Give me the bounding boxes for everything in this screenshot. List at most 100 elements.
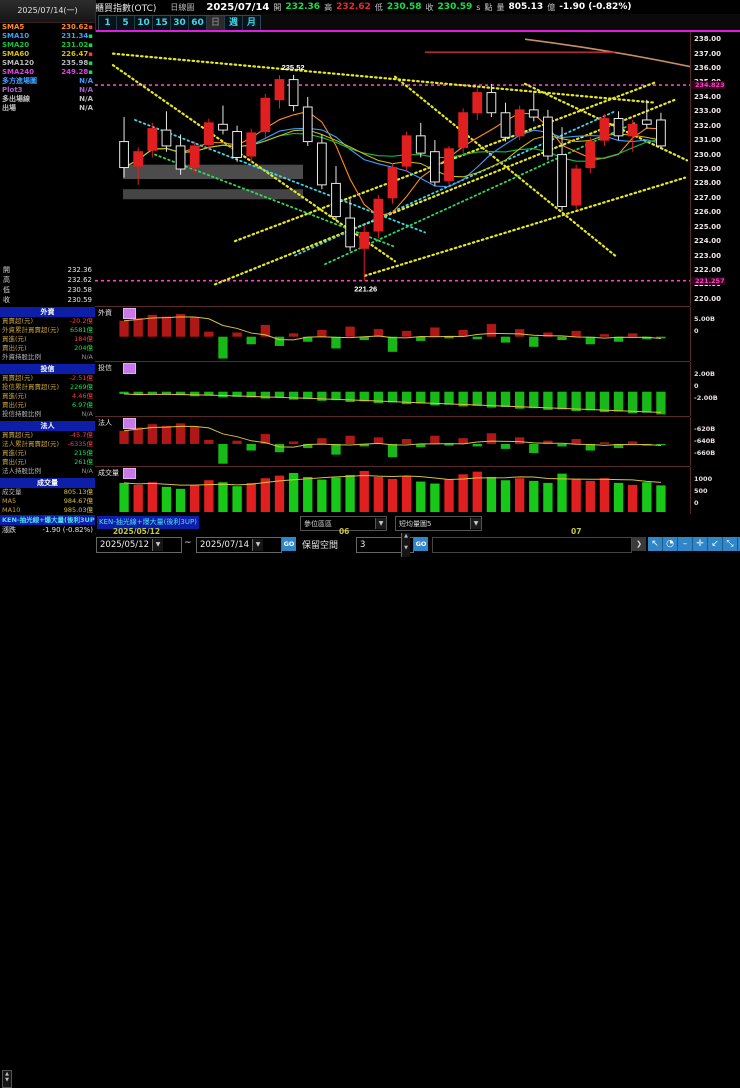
panel-axis-外資: 5.00B 0 [690,307,740,361]
low-label: 低 [374,2,383,12]
combo-region-select[interactable]: 參位區區 ▼ [300,516,387,531]
section-value: 6.97億 [72,401,93,409]
reserve-space-input[interactable]: 3 ▲ ▼ [356,533,414,557]
panel-axis-label: 2.00B [694,370,715,378]
chart-tool-icons[interactable]: ↖◔–✛↙⤡✎🔔 [648,537,740,551]
section-header-法人: 法人 [0,421,95,431]
section-key: 買進(元) [2,335,27,343]
panel-canvas [119,314,666,359]
section-row: 買賣超(元) -20.2億 [0,317,95,326]
panel-settings-icon[interactable] [123,418,136,429]
section-row: 外資持股比例 N/A [0,353,95,362]
panel-settings-icon[interactable] [123,308,136,319]
indicator-row: 多方進場圖 N/A [0,77,95,86]
spinner-up-icon[interactable]: ▲ [401,533,410,545]
reserve-space-label: 保留空間 [302,541,339,551]
section-row: MA5 984.67億 [0,497,95,506]
timeframe-button-60[interactable]: 60 [189,16,207,30]
cursor-icon[interactable]: ↖ [648,537,663,551]
high-value: 232.62 [336,2,371,12]
section-row: 法人持股比例 N/A [0,467,95,476]
command-field[interactable] [432,537,632,553]
spinner-down-icon[interactable]: ▼ [401,545,410,557]
scroll-spinner[interactable]: ▲ ▼ [2,1070,12,1088]
separator-line [95,30,740,32]
indicator-panel-成交量[interactable]: 成交量 [95,467,690,515]
ohlc-row: 開 232.36 [0,265,95,275]
svg-text:235.52: 235.52 [282,63,305,72]
timeframe-button-30[interactable]: 30 [171,16,189,30]
section-row: 買進(元) 215億 [0,449,95,458]
panel-settings-icon[interactable] [123,468,136,479]
ma-row: SMA240 249.28▪ [0,68,95,77]
section-key: 賣出(元) [2,458,27,466]
section-row: 投信累計買賣超(元) 2269億 [0,383,95,392]
minus-icon[interactable]: – [678,537,693,551]
section-key: 買賣超(元) [2,317,34,325]
panel-axis-成交量: 1000 500 0 [690,467,740,514]
date-from-input[interactable]: 2025/05/12 ▼ [96,537,182,553]
chevron-down-icon[interactable]: ▼ [152,539,163,551]
timeframe-button-5[interactable]: 5 [117,16,135,30]
chevron-down-icon[interactable]: ▼ [252,539,263,551]
date-to-input[interactable]: 2025/07/14 ▼ [196,537,282,553]
section-value: 4.46億 [72,392,93,400]
panel-settings-icon[interactable] [123,363,136,374]
combo-ma-select[interactable]: 短均量圖5 ▼ [395,516,482,531]
go-button-1[interactable]: GO [282,537,296,551]
ma-label: SMA120 [2,59,35,67]
timeframe-button-1[interactable]: 1 [99,16,117,30]
ma-label: SMA240 [2,68,35,76]
section-value: -45.7億 [69,431,93,439]
pencil-icon[interactable]: ✎ [738,537,740,551]
price-axis-label: 220.00 [694,294,722,303]
section-value: 261億 [74,458,93,466]
price-axis-label: 230.00 [694,150,722,159]
ma-label: SMA20 [2,41,30,49]
ma-value: 235.98▪ [61,59,93,67]
panel-label: 法人 [98,419,112,427]
timeframe-button-月[interactable]: 月 [246,18,256,28]
strategy-name-box[interactable]: KEN-抽光線+爆大量(後利3UP) [97,516,199,529]
ma-label: SMA5 [2,23,25,31]
timeframe-button-日[interactable]: 日 [207,16,225,30]
timeframe-buttons[interactable]: 1 5 10 15 30 60 日週月 [98,15,261,31]
section-value: -6335億 [67,440,93,448]
ma-value: 230.62▪ [61,23,93,31]
section-row: 賣出(元) 204億 [0,344,95,353]
section-row: 成交量 805.13億 [0,488,95,497]
panel-expand-handle[interactable]: ❯ [632,537,646,551]
panel-label: 成交量 [98,469,119,477]
section-key: MA10 [2,506,21,514]
panel-axis-法人: -620B -640B -660B [690,417,740,466]
indicator-value: N/A [79,77,93,85]
ma-row: SMA5 230.62▪ [0,23,95,32]
crosshair-icon[interactable]: ✛ [693,537,708,551]
indicator-panel-外資[interactable]: 外資 [95,307,690,362]
price-axis-label: 229.00 [694,165,722,173]
chevron-down-icon[interactable]: ▼ [470,518,481,529]
price-axis-label: 238.00 [694,35,722,44]
panel-label: 投信 [98,364,112,372]
section-value: 984.67億 [63,497,93,505]
indicator-label: Plot3 [2,86,23,94]
date-from-value: 2025/05/12 [100,540,149,550]
volume-unit: 億 [547,2,556,12]
timeframe-button-15[interactable]: 15 [153,16,171,30]
indicator-list: 多方進場圖 N/A Plot3 N/A 多出場線 N/A 出場 N/A [0,77,95,113]
timeframe-button-10[interactable]: 10 [135,16,153,30]
timeframe-button-週[interactable]: 週 [225,16,243,30]
clock-icon[interactable]: ◔ [663,537,678,551]
panel-axis-投信: 2.00B 0 -2.00B [690,362,740,416]
zoom-out-icon[interactable]: ↙ [708,537,723,551]
price-axis-label: 225.00 [694,222,722,231]
combo-ma-value: 短均量圖5 [399,519,432,528]
indicator-panel-法人[interactable]: 法人 [95,417,690,467]
price-axis-label: 228.00 [694,179,722,188]
go-button-2[interactable]: GO [414,537,428,551]
price-chart[interactable]: 235.52 221.26 [95,32,690,307]
chevron-down-icon[interactable]: ▼ [375,518,386,529]
zoom-fit-icon[interactable]: ⤡ [723,537,738,551]
price-level-highlight: 234.823 [691,81,725,90]
indicator-panel-投信[interactable]: 投信 [95,362,690,417]
